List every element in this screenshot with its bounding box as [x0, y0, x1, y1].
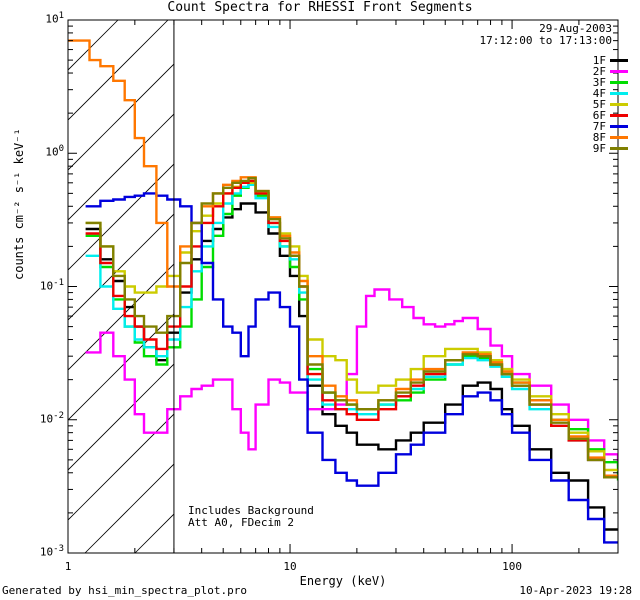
- hatch-line: [68, 363, 174, 471]
- y-tick-base: 10: [45, 12, 59, 26]
- y-tick-exponent: -2: [53, 410, 64, 421]
- legend-item-2f: 2F: [592, 64, 628, 78]
- series-line-5f: [85, 181, 618, 472]
- x-tick-label: 1: [64, 560, 72, 573]
- legend-item-5f: 5F: [592, 97, 628, 111]
- observation-time-range: 17:12:00 to 17:13:00: [479, 34, 612, 47]
- y-tick-base: 10: [39, 412, 54, 426]
- chart-title: Count Spectra for RHESSI Front Segments: [167, 0, 473, 15]
- y-tick-exponent: -3: [53, 544, 64, 554]
- series-line-2f: [85, 288, 618, 466]
- legend-swatch: [610, 80, 628, 84]
- hatch-line: [68, 413, 174, 521]
- y-tick-label: 101: [24, 11, 64, 26]
- legend-swatch: [610, 102, 628, 106]
- hatch-line: [68, 20, 169, 121]
- legend-swatch: [610, 124, 628, 128]
- legend-label: 9F: [592, 141, 606, 155]
- legend-label: 2F: [592, 64, 606, 78]
- legend-label: 6F: [592, 108, 606, 122]
- legend-swatch: [610, 146, 628, 150]
- y-tick-exponent: -1: [53, 277, 64, 288]
- hatch-line: [68, 63, 174, 171]
- legend-swatch: [610, 113, 628, 117]
- legend-swatch: [610, 69, 628, 73]
- series-line-9f: [85, 177, 618, 479]
- y-tick-label: 10-1: [24, 278, 64, 293]
- x-tick-label: 10: [283, 560, 297, 573]
- legend-swatch: [610, 135, 628, 139]
- x-tick-label: 100: [502, 560, 522, 573]
- series-line-7f: [85, 192, 618, 544]
- y-tick-exponent: 0: [58, 144, 64, 155]
- y-tick-base: 10: [39, 545, 54, 559]
- legend-item-8f: 8F: [592, 130, 628, 144]
- legend-item-4f: 4F: [592, 86, 628, 100]
- series-line-6f: [85, 179, 618, 477]
- footer-timestamp: 10-Apr-2023 19:28: [519, 584, 632, 597]
- hatch-line: [68, 263, 174, 371]
- legend-item-6f: 6F: [592, 108, 628, 122]
- legend-label: 7F: [592, 119, 606, 133]
- series-line-8f: [68, 39, 618, 477]
- y-tick-base: 10: [45, 145, 59, 159]
- legend-item-3f: 3F: [592, 75, 628, 89]
- y-tick-label: 100: [24, 144, 64, 159]
- legend-label: 5F: [592, 97, 606, 111]
- legend-item-9f: 9F: [592, 141, 628, 155]
- legend-swatch: [610, 91, 628, 95]
- x-axis-label: Energy (keV): [299, 574, 387, 588]
- y-tick-label: 10-3: [24, 544, 64, 559]
- series-group: [68, 39, 618, 544]
- legend-label: 4F: [592, 86, 606, 100]
- observation-date: 29-Aug-2003: [539, 22, 612, 35]
- y-tick-exponent: 1: [58, 11, 64, 21]
- legend-label: 3F: [592, 75, 606, 89]
- legend-swatch: [610, 58, 628, 62]
- footer-generator: Generated by hsi_min_spectra_plot.pro: [2, 584, 248, 597]
- y-tick-base: 10: [39, 279, 54, 293]
- note-background: Includes Background: [188, 504, 314, 517]
- legend-label: 8F: [592, 130, 606, 144]
- legend-label: 1F: [592, 53, 606, 67]
- legend-item-7f: 7F: [592, 119, 628, 133]
- y-tick-label: 10-2: [24, 411, 64, 426]
- hatch-line: [185, 20, 640, 553]
- excluded-energy-hatch: [68, 20, 640, 553]
- note-attenuator: Att A0, FDecim 2: [188, 516, 294, 529]
- legend-item-1f: 1F: [592, 53, 628, 67]
